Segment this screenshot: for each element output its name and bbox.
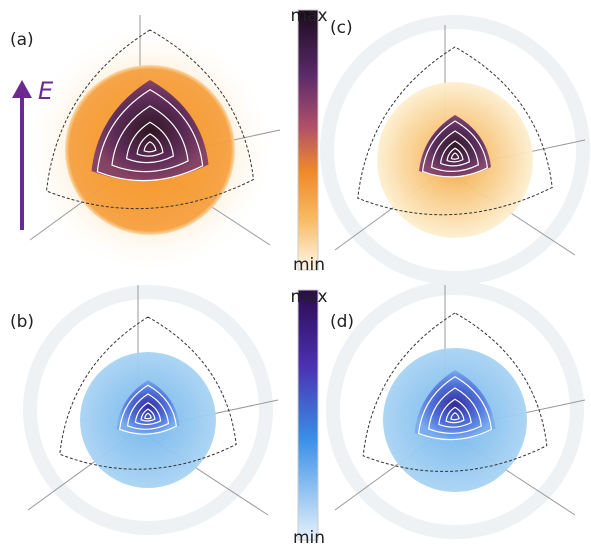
colorbar-max: max — [290, 287, 327, 307]
colorbar — [298, 290, 318, 540]
field-label: E — [38, 77, 54, 105]
panel-label: (d) — [330, 312, 354, 332]
colorbar-max: max — [290, 6, 327, 26]
colorbar-min: min — [293, 255, 325, 275]
panel-label: (c) — [330, 18, 353, 38]
colorbar-min: min — [293, 528, 325, 548]
field-arrowhead — [12, 80, 32, 98]
panel-label: (b) — [10, 312, 34, 332]
colorbar — [298, 10, 318, 270]
figure: (a) (b) (c) (d) max min max min E — [0, 0, 591, 549]
panel-label: (a) — [10, 30, 34, 50]
